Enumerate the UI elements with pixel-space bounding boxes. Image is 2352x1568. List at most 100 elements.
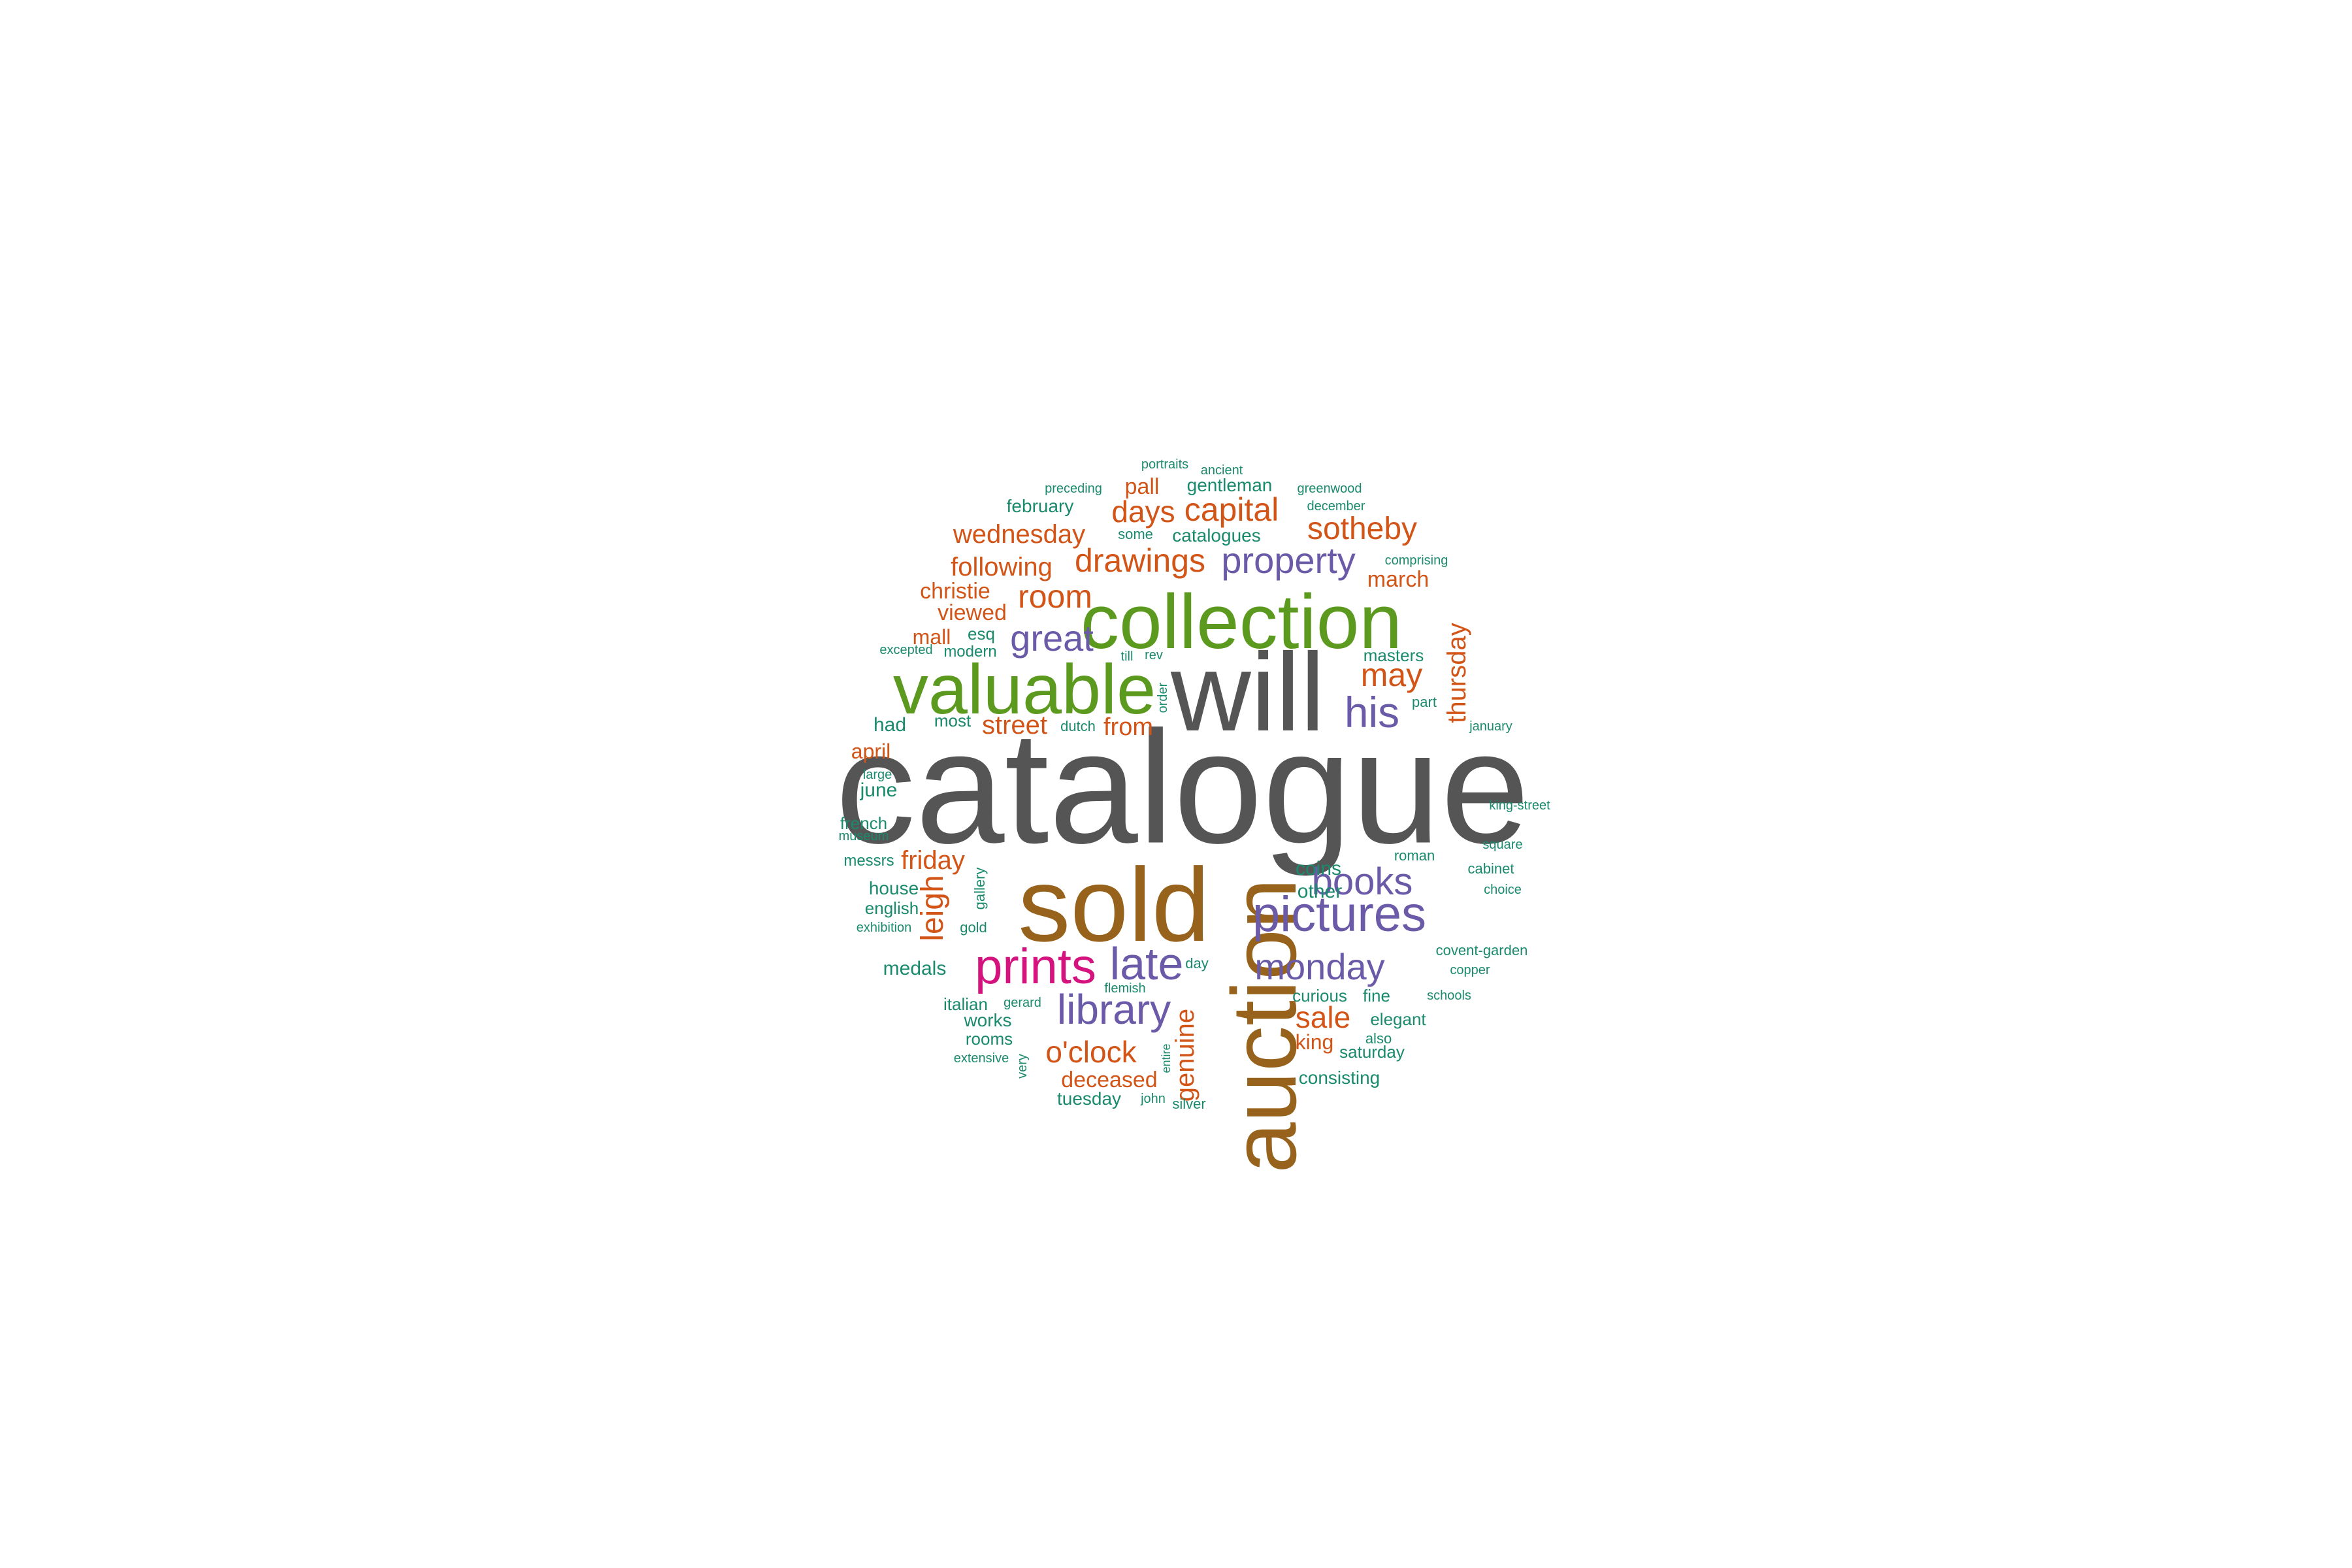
word-coins: coins	[1295, 858, 1342, 879]
word-large: large	[862, 768, 892, 782]
word-exhibition: exhibition	[856, 921, 912, 935]
word-valuable: valuable	[892, 649, 1156, 728]
word-collection: collection	[1081, 579, 1402, 665]
word-march: march	[1367, 567, 1429, 592]
word-king-street: king-street	[1489, 798, 1550, 813]
word-house: house	[868, 878, 919, 898]
word-catalogue: catalogue	[835, 697, 1530, 877]
word-choice: choice	[1484, 883, 1522, 897]
word-also: also	[1365, 1030, 1392, 1047]
word-copper: copper	[1450, 963, 1490, 977]
word-viewed: viewed	[938, 600, 1007, 625]
word-ancient: ancient	[1200, 463, 1243, 478]
word-christie: christie	[920, 579, 990, 604]
word-sale: sale	[1295, 1000, 1351, 1034]
word-february: february	[1006, 496, 1074, 516]
word-saturday: saturday	[1339, 1042, 1405, 1062]
word-gentleman: gentleman	[1186, 475, 1273, 495]
word-his: his	[1344, 688, 1400, 736]
word-following: following	[951, 553, 1053, 581]
word-part: part	[1412, 694, 1437, 710]
word-john: john	[1141, 1092, 1166, 1106]
word-january: january	[1469, 719, 1512, 734]
word-friday: friday	[901, 846, 965, 875]
word-leigh: leigh	[915, 875, 950, 941]
word-works: works	[964, 1010, 1012, 1030]
word-messrs: messrs	[843, 852, 894, 870]
word-italian: italian	[943, 994, 988, 1014]
word-will: will	[1170, 630, 1326, 755]
word-masters: masters	[1363, 645, 1424, 665]
word-late: late	[1109, 938, 1184, 989]
word-schools: schools	[1427, 988, 1471, 1003]
word-portraits: portraits	[1141, 457, 1189, 472]
word-december: december	[1307, 499, 1365, 514]
word-museum: museum	[838, 829, 889, 843]
word-o-clock: o'clock	[1045, 1035, 1137, 1069]
word-room: room	[1018, 578, 1092, 615]
word-modern: modern	[943, 643, 997, 661]
word-king: king	[1295, 1030, 1334, 1054]
word-april: april	[851, 740, 891, 763]
word-wednesday: wednesday	[953, 520, 1086, 549]
word-prints: prints	[975, 939, 1096, 994]
word-medals: medals	[883, 958, 947, 979]
word-cabinet: cabinet	[1467, 860, 1514, 877]
word-very: very	[1015, 1054, 1030, 1079]
word-from: from	[1103, 713, 1153, 741]
word-esq: esq	[968, 624, 995, 644]
word-may: may	[1360, 657, 1423, 693]
word-sold: sold	[1018, 846, 1210, 963]
word-tuesday: tuesday	[1056, 1088, 1122, 1109]
word-pall: pall	[1124, 474, 1160, 499]
word-june: june	[860, 779, 898, 801]
word-books: books	[1311, 860, 1413, 903]
word-flemish: flemish	[1104, 981, 1146, 996]
word-sotheby: sotheby	[1307, 512, 1418, 546]
word-catalogues: catalogues	[1172, 525, 1261, 546]
word-monday: monday	[1254, 946, 1385, 987]
word-deceased: deceased	[1061, 1068, 1158, 1092]
word-order: order	[1156, 682, 1170, 713]
word-till: till	[1120, 649, 1134, 664]
word-library: library	[1056, 986, 1171, 1033]
word-day: day	[1185, 955, 1209, 972]
word-covent-garden: covent-garden	[1435, 942, 1528, 958]
word-capital: capital	[1184, 491, 1279, 528]
word-property: property	[1221, 540, 1356, 581]
word-drawings: drawings	[1074, 542, 1206, 579]
word-rev: rev	[1145, 648, 1163, 662]
word-roman: roman	[1394, 847, 1435, 864]
word-french: french	[840, 813, 888, 833]
word-silver: silver	[1172, 1096, 1206, 1112]
word-square: square	[1482, 838, 1523, 852]
word-extensive: extensive	[953, 1051, 1009, 1066]
word-great: great	[1010, 617, 1094, 659]
word-greenwood: greenwood	[1297, 482, 1362, 496]
word-dutch: dutch	[1060, 718, 1096, 734]
word-fine: fine	[1363, 986, 1390, 1005]
word-curious: curious	[1292, 986, 1347, 1005]
word-consisting: consisting	[1298, 1068, 1380, 1088]
word-had: had	[873, 714, 907, 736]
word-gallery: gallery	[972, 867, 988, 910]
word-genuine: genuine	[1171, 1008, 1200, 1102]
word-most: most	[934, 711, 972, 730]
word-thursday: thursday	[1443, 623, 1471, 723]
word-excepted: excepted	[879, 643, 933, 657]
word-gold: gold	[960, 919, 987, 936]
word-english: english	[864, 898, 919, 918]
word-other: other	[1297, 881, 1343, 902]
word-elegant: elegant	[1370, 1009, 1426, 1029]
word-preceding: preceding	[1045, 482, 1102, 496]
word-street: street	[981, 711, 1048, 740]
word-pictures: pictures	[1252, 887, 1427, 942]
word-rooms: rooms	[965, 1029, 1013, 1049]
word-gerard: gerard	[1004, 996, 1041, 1010]
word-some: some	[1118, 526, 1153, 542]
word-comprising: comprising	[1384, 553, 1448, 568]
word-entire: entire	[1160, 1043, 1173, 1073]
word-days: days	[1111, 495, 1175, 529]
word-mall: mall	[912, 625, 951, 649]
